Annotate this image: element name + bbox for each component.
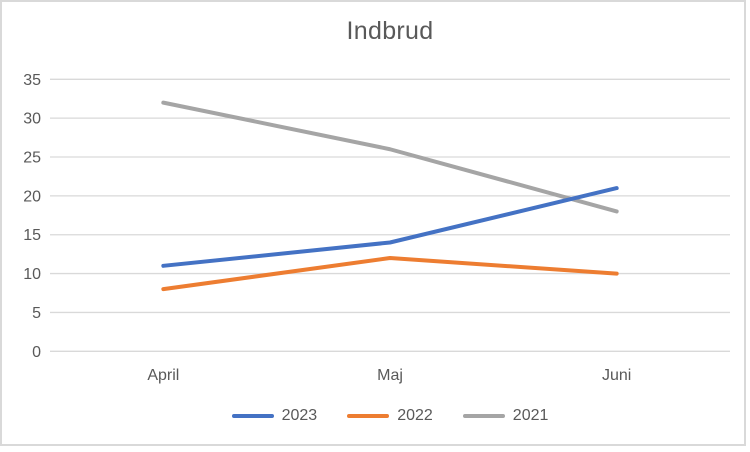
legend-line-swatch-2022 (347, 413, 390, 419)
series-line-2021 (161, 100, 619, 214)
legend-line-swatch-2023 (231, 413, 274, 419)
chart-legend: 2023 2022 2021 (50, 407, 730, 425)
legend-line-swatch-2021 (462, 413, 505, 419)
y-axis-label-25: 25 (23, 150, 41, 167)
chart-title: Indbrud (346, 17, 434, 45)
legend-item-2021: 2021 (462, 407, 549, 425)
legend-label-2021: 2021 (512, 407, 549, 424)
y-axis-label-15: 15 (23, 227, 41, 244)
legend-item-2023: 2023 (231, 407, 318, 425)
y-axis-label-5: 5 (32, 305, 41, 322)
x-axis-label-maj: Maj (377, 367, 403, 384)
legend-item-2022: 2022 (347, 407, 433, 425)
y-axis-label-0: 0 (32, 344, 41, 361)
y-axis-label-35: 35 (23, 72, 41, 89)
series-line-2022 (161, 256, 619, 292)
legend-label-2022: 2022 (397, 407, 433, 424)
y-axis-label-30: 30 (23, 111, 41, 128)
x-axis-label-juni: Juni (602, 367, 631, 384)
y-axis-label-20: 20 (23, 188, 41, 205)
x-axis-label-april: April (147, 367, 179, 384)
series-line-2023 (161, 186, 619, 268)
y-axis-label-10: 10 (23, 266, 41, 283)
legend-label-2023: 2023 (281, 407, 318, 424)
